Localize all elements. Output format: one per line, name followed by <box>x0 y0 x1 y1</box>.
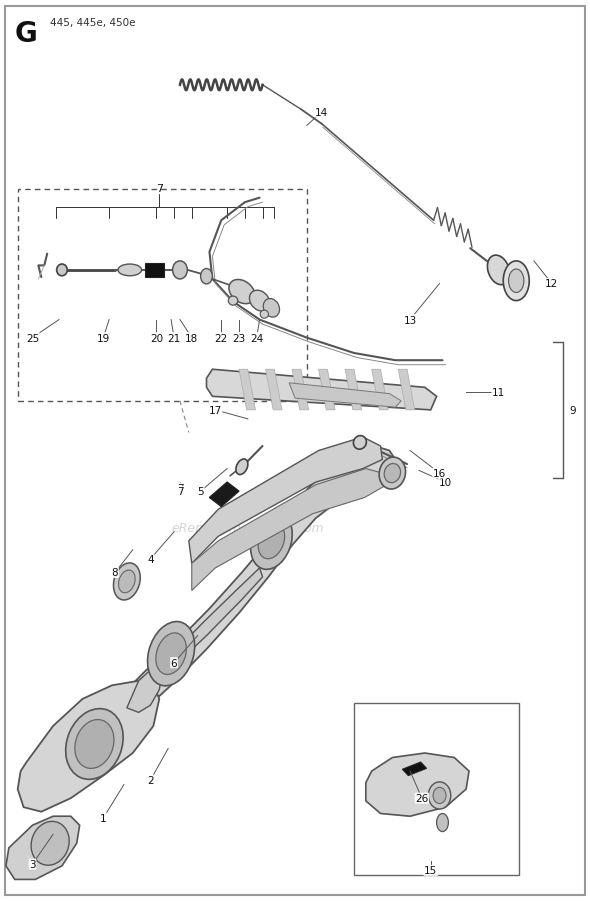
Ellipse shape <box>172 262 187 280</box>
Ellipse shape <box>487 256 510 285</box>
Ellipse shape <box>75 720 114 769</box>
Text: 13: 13 <box>404 315 417 326</box>
Ellipse shape <box>353 436 366 450</box>
Text: 22: 22 <box>215 333 228 344</box>
Text: 21: 21 <box>168 333 181 344</box>
Text: 6: 6 <box>171 658 178 668</box>
Text: 7: 7 <box>176 483 183 494</box>
FancyBboxPatch shape <box>18 189 307 401</box>
Text: eReplacementParts.com: eReplacementParts.com <box>172 521 324 534</box>
Text: 11: 11 <box>492 387 505 398</box>
Text: 23: 23 <box>232 333 245 344</box>
Ellipse shape <box>148 621 195 686</box>
Ellipse shape <box>263 299 280 318</box>
Polygon shape <box>366 753 469 816</box>
Polygon shape <box>266 370 282 410</box>
Text: 15: 15 <box>424 865 437 876</box>
Ellipse shape <box>379 457 405 490</box>
Text: 7: 7 <box>156 184 163 194</box>
Text: 12: 12 <box>545 279 558 290</box>
Ellipse shape <box>433 787 446 804</box>
Polygon shape <box>192 469 384 591</box>
Polygon shape <box>80 446 395 780</box>
Ellipse shape <box>113 563 140 601</box>
Text: 20: 20 <box>150 333 163 344</box>
Ellipse shape <box>229 281 255 304</box>
Polygon shape <box>345 370 362 410</box>
Polygon shape <box>91 568 263 735</box>
Polygon shape <box>127 667 162 713</box>
Text: 26: 26 <box>415 793 428 804</box>
Text: 19: 19 <box>97 333 110 344</box>
Ellipse shape <box>384 464 401 483</box>
Polygon shape <box>402 762 427 776</box>
Ellipse shape <box>258 523 284 559</box>
Circle shape <box>509 270 524 293</box>
Text: 17: 17 <box>209 405 222 416</box>
Polygon shape <box>189 437 382 564</box>
Text: 3: 3 <box>29 859 36 870</box>
Text: 5: 5 <box>197 486 204 497</box>
Text: 14: 14 <box>315 107 328 118</box>
Text: 10: 10 <box>439 477 452 488</box>
Circle shape <box>437 814 448 832</box>
Text: 25: 25 <box>26 333 39 344</box>
Circle shape <box>503 262 529 301</box>
Polygon shape <box>206 370 437 410</box>
FancyBboxPatch shape <box>354 704 519 875</box>
Ellipse shape <box>118 265 142 276</box>
Text: 7: 7 <box>176 486 183 497</box>
Ellipse shape <box>428 782 451 809</box>
Polygon shape <box>319 370 335 410</box>
Ellipse shape <box>228 297 238 306</box>
Polygon shape <box>145 263 164 278</box>
Polygon shape <box>209 483 239 507</box>
Ellipse shape <box>251 512 292 570</box>
Ellipse shape <box>236 459 248 475</box>
Polygon shape <box>292 370 309 410</box>
Text: 18: 18 <box>185 333 198 344</box>
Polygon shape <box>6 816 80 879</box>
Polygon shape <box>372 370 388 410</box>
Text: 24: 24 <box>250 333 263 344</box>
Text: 16: 16 <box>433 468 446 479</box>
Ellipse shape <box>65 709 123 779</box>
Text: 445, 445e, 450e: 445, 445e, 450e <box>50 18 136 28</box>
Ellipse shape <box>250 290 270 312</box>
Polygon shape <box>18 681 159 812</box>
Ellipse shape <box>260 310 268 318</box>
Text: 4: 4 <box>147 554 154 565</box>
Text: G: G <box>15 20 38 48</box>
Polygon shape <box>398 370 415 410</box>
Ellipse shape <box>156 633 186 675</box>
Ellipse shape <box>201 270 212 285</box>
Text: 8: 8 <box>112 567 119 578</box>
Ellipse shape <box>119 570 135 594</box>
Text: 1: 1 <box>100 813 107 824</box>
Polygon shape <box>289 383 401 408</box>
Ellipse shape <box>57 265 67 276</box>
Polygon shape <box>239 370 255 410</box>
Text: 2: 2 <box>147 775 154 786</box>
Text: 9: 9 <box>569 405 576 416</box>
Ellipse shape <box>31 822 69 865</box>
